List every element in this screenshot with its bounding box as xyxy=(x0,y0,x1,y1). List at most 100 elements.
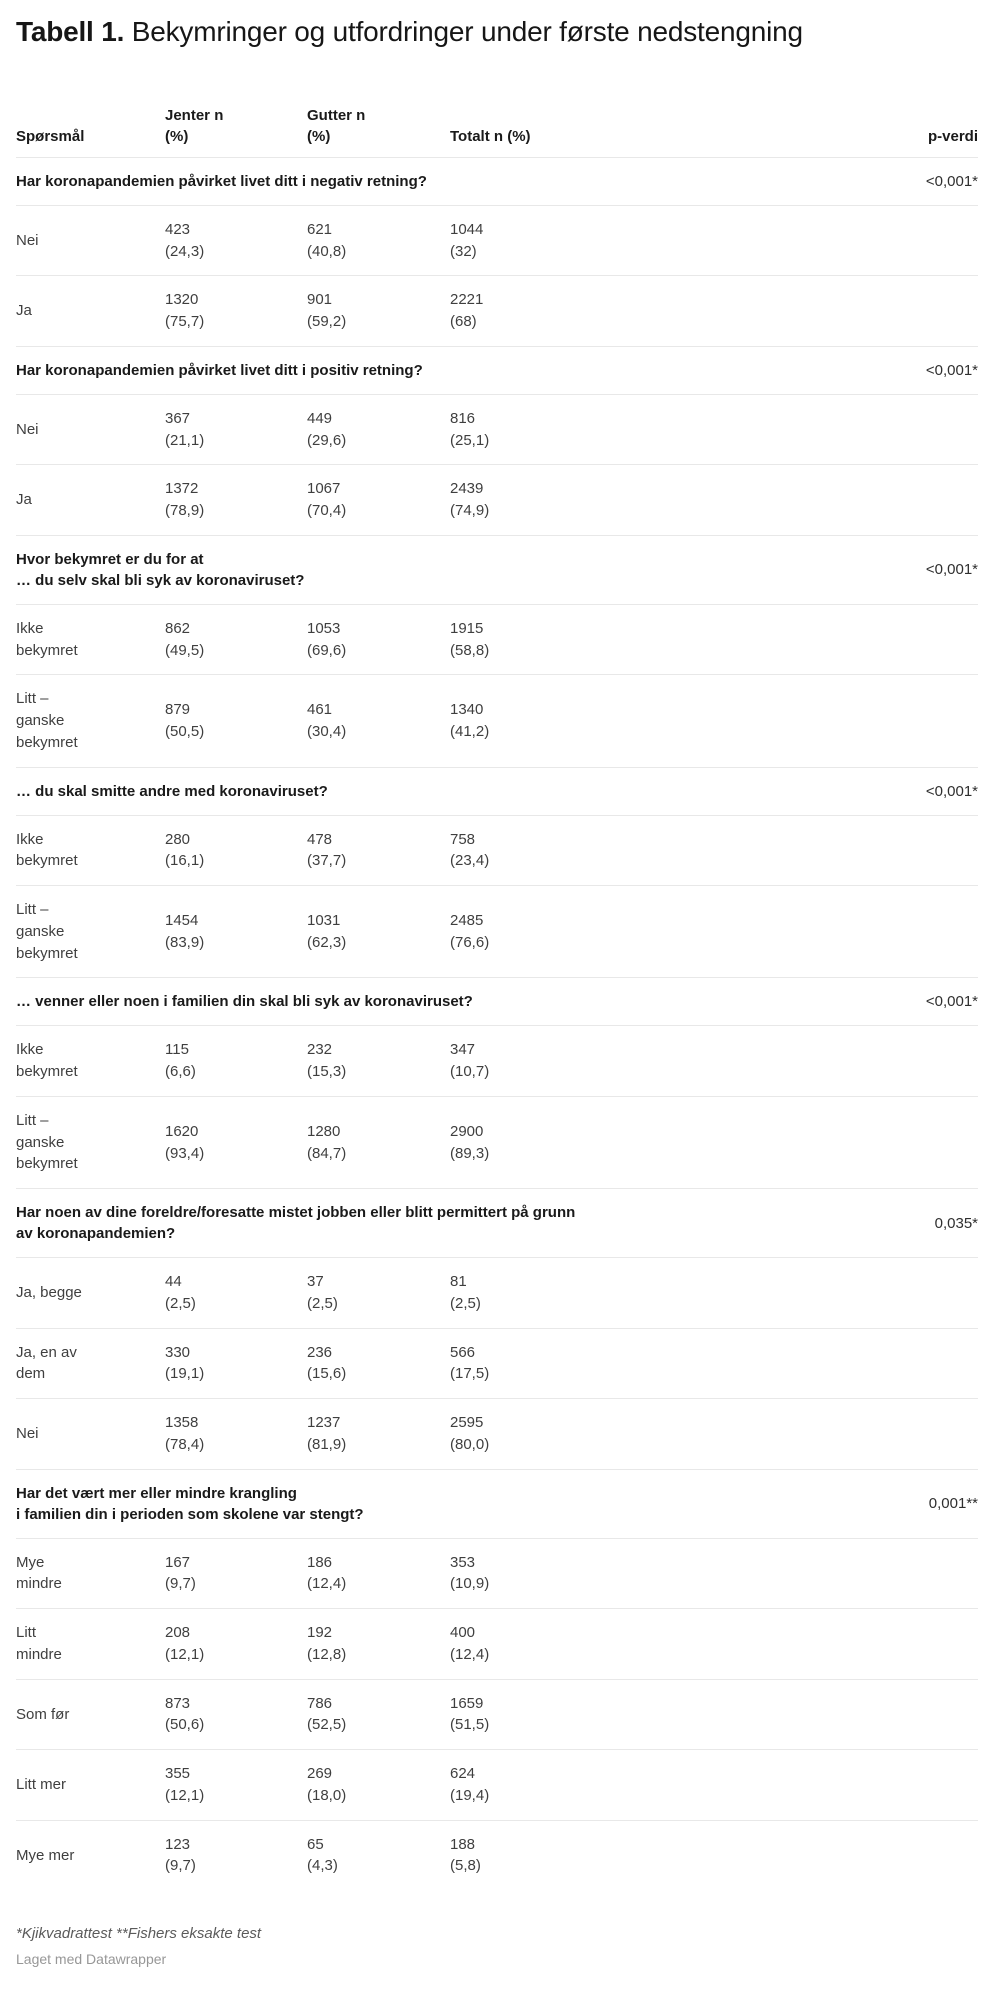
row-label: Ikke bekymret xyxy=(16,1025,165,1097)
jenter-value-cell: 1320 (75,7) xyxy=(165,275,307,347)
p-value-cell: <0,001* xyxy=(700,977,978,1026)
jenter-value-cell: 330 (19,1) xyxy=(165,1327,307,1399)
jenter-value-cell: 44 (2,5) xyxy=(165,1257,307,1329)
section-row: Har koronapandemien påvirket livet ditt … xyxy=(16,345,978,395)
data-row: Nei 423 (24,3) 621 (40,8) 1044 (32) xyxy=(16,204,978,276)
question-cell: Har noen av dine foreldre/foresatte mist… xyxy=(16,1188,700,1258)
question-cell: Har koronapandemien påvirket livet ditt … xyxy=(16,345,700,395)
jenter-value-cell: 208 (12,1) xyxy=(165,1608,307,1680)
section-row: Har koronapandemien påvirket livet ditt … xyxy=(16,156,978,206)
totalt-value-cell: 2595 (80,0) xyxy=(450,1398,700,1470)
p-empty-cell xyxy=(700,1678,978,1750)
p-empty-cell xyxy=(700,1608,978,1680)
row-label: Ja xyxy=(16,464,165,536)
jenter-value-cell: 115 (6,6) xyxy=(165,1025,307,1097)
p-empty-cell xyxy=(700,885,978,978)
jenter-value-cell: 1372 (78,9) xyxy=(165,464,307,536)
p-empty-cell xyxy=(700,464,978,536)
statistics-table: Spørsmål Jenter n (%) Gutter n (%) Total… xyxy=(16,106,978,1891)
gutter-value-cell: 232 (15,3) xyxy=(307,1025,450,1097)
gutter-value-cell: 621 (40,8) xyxy=(307,204,450,276)
totalt-value-cell: 400 (12,4) xyxy=(450,1608,700,1680)
gutter-value-cell: 901 (59,2) xyxy=(307,275,450,347)
table-body: Har koronapandemien påvirket livet ditt … xyxy=(16,156,978,1891)
p-empty-cell xyxy=(700,393,978,465)
gutter-value-cell: 1280 (84,7) xyxy=(307,1095,450,1189)
row-label: Litt – ganske bekymret xyxy=(16,674,165,768)
data-row: Ja, en av dem 330 (19,1) 236 (15,6) 566 (17… xyxy=(16,1327,978,1399)
row-label: Ja, en av dem xyxy=(16,1327,165,1399)
data-row: Ikke bekymret 280 (16,1) 478 (37,7) 758 (23… xyxy=(16,814,978,886)
gutter-value-cell: 461 (30,4) xyxy=(307,674,450,768)
totalt-value-cell: 1659 (51,5) xyxy=(450,1678,700,1750)
data-row: Ja, begge 44 (2,5) 37 (2,5) 81 (2,5) xyxy=(16,1257,978,1329)
row-label: Ja xyxy=(16,275,165,347)
question-cell: Har det vært mer eller mindre krangling … xyxy=(16,1468,700,1539)
totalt-value-cell: 566 (17,5) xyxy=(450,1327,700,1399)
data-row: Mye mer 123 (9,7) 65 (4,3) 188 (5,8) xyxy=(16,1819,978,1891)
jenter-value-cell: 1620 (93,4) xyxy=(165,1095,307,1189)
data-row: Litt – ganske bekymret 1454 (83,9) 1031 (6… xyxy=(16,885,978,978)
gutter-value-cell: 1067 (70,4) xyxy=(307,464,450,536)
section-row: … venner eller noen i familien din skal … xyxy=(16,977,978,1026)
data-row: Mye mindre 167 (9,7) 186 (12,4) 353 (10,9) xyxy=(16,1537,978,1609)
data-row: Nei 1358 (78,4) 1237 (81,9) 2595 (80,0) xyxy=(16,1398,978,1470)
table-title-text: Bekymringer og utfordringer under første… xyxy=(124,16,803,47)
totalt-value-cell: 2485 (76,6) xyxy=(450,885,700,978)
gutter-value-cell: 1237 (81,9) xyxy=(307,1398,450,1470)
gutter-value-cell: 37 (2,5) xyxy=(307,1257,450,1329)
jenter-value-cell: 1358 (78,4) xyxy=(165,1398,307,1470)
section-row: Hvor bekymret er du for at … du selv ska… xyxy=(16,534,978,605)
totalt-value-cell: 188 (5,8) xyxy=(450,1819,700,1891)
p-empty-cell xyxy=(700,1025,978,1097)
p-empty-cell xyxy=(700,1537,978,1609)
p-value-cell: <0,001* xyxy=(700,156,978,206)
totalt-value-cell: 1340 (41,2) xyxy=(450,674,700,768)
row-label: Litt mer xyxy=(16,1749,165,1821)
gutter-value-cell: 192 (12,8) xyxy=(307,1608,450,1680)
data-row: Som før 873 (50,6) 786 (52,5) 1659 (51,5) xyxy=(16,1678,978,1750)
jenter-value-cell: 423 (24,3) xyxy=(165,204,307,276)
gutter-value-cell: 65 (4,3) xyxy=(307,1819,450,1891)
row-label: Mye mer xyxy=(16,1819,165,1891)
totalt-value-cell: 81 (2,5) xyxy=(450,1257,700,1329)
jenter-value-cell: 367 (21,1) xyxy=(165,393,307,465)
row-label: Nei xyxy=(16,204,165,276)
jenter-value-cell: 1454 (83,9) xyxy=(165,885,307,978)
column-header-gutter: Gutter n (%) xyxy=(307,107,366,145)
header-row: Spørsmål Jenter n (%) Gutter n (%) Total… xyxy=(16,106,978,157)
table-footer: *Kjikvadrattest **Fishers eksakte test L… xyxy=(16,1924,978,1969)
row-label: Som før xyxy=(16,1678,165,1750)
column-header-sporsmal: Spørsmål xyxy=(16,127,85,145)
row-label: Ikke bekymret xyxy=(16,603,165,675)
column-header-pverdi: p-verdi xyxy=(927,127,978,145)
totalt-value-cell: 624 (19,4) xyxy=(450,1749,700,1821)
p-empty-cell xyxy=(700,1327,978,1399)
row-label: Litt – ganske bekymret xyxy=(16,885,165,978)
gutter-value-cell: 1031 (62,3) xyxy=(307,885,450,978)
row-label: Mye mindre xyxy=(16,1537,165,1609)
data-row: Litt mer 355 (12,1) 269 (18,0) 624 (19,4) xyxy=(16,1749,978,1821)
gutter-value-cell: 186 (12,4) xyxy=(307,1537,450,1609)
data-row: Ja 1372 (78,9) 1067 (70,4) 2439 (74,9) xyxy=(16,464,978,536)
p-empty-cell xyxy=(700,1257,978,1329)
jenter-value-cell: 873 (50,6) xyxy=(165,1678,307,1750)
jenter-value-cell: 280 (16,1) xyxy=(165,814,307,886)
p-value-cell: <0,001* xyxy=(700,534,978,605)
p-value-cell: 0,001** xyxy=(700,1468,978,1539)
totalt-value-cell: 816 (25,1) xyxy=(450,393,700,465)
p-empty-cell xyxy=(700,1398,978,1470)
p-empty-cell xyxy=(700,1819,978,1891)
page-title: Tabell 1. Bekymringer og utfordringer un… xyxy=(16,14,978,50)
column-header-totalt: Totalt n (%) xyxy=(450,127,531,145)
totalt-value-cell: 1915 (58,8) xyxy=(450,603,700,675)
table-header: Spørsmål Jenter n (%) Gutter n (%) Total… xyxy=(16,106,978,157)
row-label: Nei xyxy=(16,1398,165,1470)
row-label: Litt mindre xyxy=(16,1608,165,1680)
row-label: Litt – ganske bekymret xyxy=(16,1095,165,1189)
datawrapper-credit-link[interactable]: Laget med Datawrapper xyxy=(16,1950,167,1967)
p-empty-cell xyxy=(700,814,978,886)
question-cell: … du skal smitte andre med koronaviruset… xyxy=(16,766,700,816)
totalt-value-cell: 2221 (68) xyxy=(450,275,700,347)
